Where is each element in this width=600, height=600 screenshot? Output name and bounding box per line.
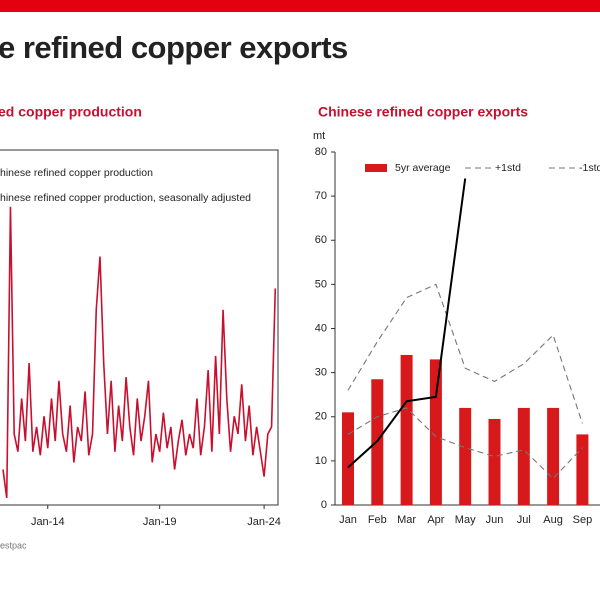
x-tick-label: Jun — [486, 514, 504, 526]
plot-frame — [0, 149, 279, 506]
y-axis-label: mt — [313, 130, 325, 142]
source: estpac — [0, 540, 27, 550]
page-title: e refined copper exports — [0, 30, 348, 65]
chart-title: ed copper production — [0, 104, 142, 120]
dashed-line — [347, 407, 583, 480]
x-tick-label: Apr — [427, 514, 444, 526]
legend-label: -1std — [579, 162, 600, 174]
bar — [547, 407, 560, 505]
bar — [429, 359, 442, 505]
y-tick-label: 80 — [315, 146, 327, 158]
y-tick-label: 0 — [321, 499, 327, 511]
y-tick-label: 20 — [315, 411, 327, 423]
legend-label: hinese refined copper production, season… — [0, 192, 251, 204]
x-tick-label: Jan — [339, 514, 357, 526]
x-tick-label: May — [455, 514, 476, 526]
legend-swatch — [365, 164, 387, 172]
bar — [517, 407, 530, 505]
y-tick-label: 70 — [315, 190, 327, 202]
bar — [576, 434, 589, 505]
y-tick-label: 60 — [315, 234, 327, 246]
x-tick-label: Jul — [517, 514, 531, 526]
legend-label: +1std — [495, 162, 521, 174]
x-tick-label: Jan-24 — [247, 516, 281, 528]
dashed-line — [347, 283, 583, 424]
x-tick-label: Sep — [573, 514, 593, 526]
line — [2, 206, 277, 499]
chart-title: Chinese refined copper exports — [318, 104, 528, 120]
bar — [459, 407, 472, 505]
line — [347, 178, 467, 469]
bar — [488, 418, 501, 505]
bar — [342, 412, 354, 505]
x-tick-label: Jan-19 — [143, 516, 177, 528]
x-tick-label: Aug — [543, 514, 563, 526]
x-tick-label: Mar — [397, 514, 416, 526]
y-tick-label: 50 — [315, 278, 327, 290]
y-tick-label: 30 — [315, 367, 327, 379]
legend-label: hinese refined copper production — [0, 167, 153, 179]
y-tick-label: 10 — [315, 455, 327, 467]
x-tick-label: Jan-14 — [31, 516, 65, 528]
x-tick-label: Feb — [368, 514, 387, 526]
top-bar — [0, 0, 600, 12]
bar — [400, 354, 413, 505]
legend-label: 5yr average — [395, 162, 451, 174]
y-tick-label: 40 — [315, 322, 327, 334]
